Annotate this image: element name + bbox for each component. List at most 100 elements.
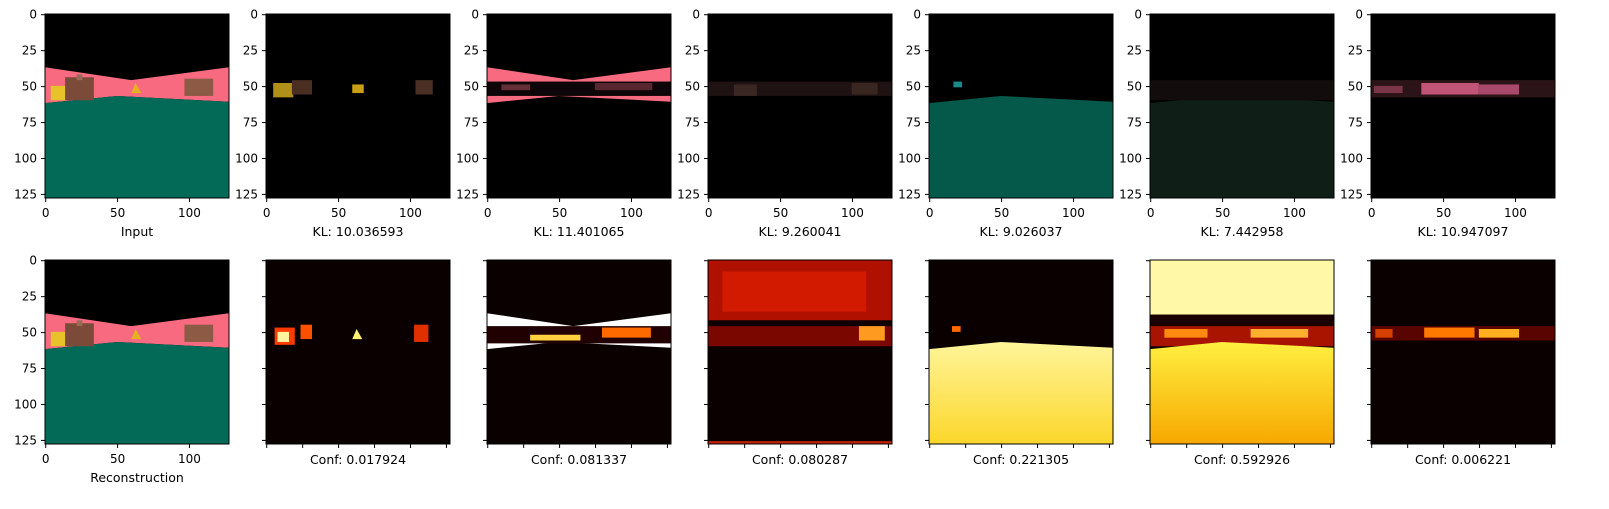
y-tick-label: 50	[464, 80, 479, 94]
panel-caption: KL: 9.260041	[759, 224, 842, 239]
y-tick-label: 0	[29, 254, 37, 268]
y-tick-label: 125	[677, 187, 700, 201]
y-tick-label: 75	[1348, 116, 1363, 130]
x-tick-label: 100	[178, 206, 201, 220]
y-tick-label: 0	[913, 8, 921, 22]
mask-dark-band	[1150, 80, 1334, 101]
y-tick-label: 25	[1348, 44, 1363, 58]
panel-caption: Conf: 0.221305	[973, 452, 1069, 467]
y-tick-label: 25	[22, 44, 37, 58]
mask-wall-detail-1	[501, 84, 531, 91]
object-yellow	[50, 331, 66, 347]
x-tick-label: 0	[263, 206, 271, 220]
x-tick-label: 50	[994, 206, 1009, 220]
y-tick-label: 50	[685, 80, 700, 94]
x-tick-label: 100	[399, 206, 422, 220]
panel-frame	[44, 259, 230, 445]
panel-caption: Input	[121, 224, 153, 239]
heat-background	[1371, 260, 1555, 444]
y-tick-label: 125	[14, 433, 37, 447]
y-tick-label: 50	[906, 80, 921, 94]
panel-r0-c6: 0 25 50 75 100 125 0 50 100 KL: 10.947097	[1340, 8, 1556, 239]
y-tick-label: 125	[14, 187, 37, 201]
heat-bottom-line	[708, 441, 892, 444]
heat-blob-1-core	[277, 331, 289, 342]
panel-image	[929, 260, 1113, 444]
panel-frame	[265, 13, 451, 199]
y-tick-label: 75	[464, 116, 479, 130]
panel-image	[266, 260, 450, 444]
y-tick-label: 50	[1348, 80, 1363, 94]
heat-floor-bright	[1150, 341, 1334, 444]
mask-brown-blob	[291, 80, 312, 95]
y-tick-label: 125	[898, 187, 921, 201]
panel-image	[266, 14, 450, 198]
y-tick-label: 100	[14, 151, 37, 165]
x-tick-label: 100	[1504, 206, 1527, 220]
panel-image	[45, 14, 229, 198]
panel-r1-c3: Conf: 0.080287	[704, 259, 893, 467]
x-tick-label: 50	[110, 452, 125, 466]
mask-background	[487, 14, 671, 198]
heat-floor-dot	[952, 326, 961, 332]
heat-band	[708, 326, 892, 347]
heat-sky-inner	[722, 271, 867, 312]
mask-background	[1371, 14, 1555, 198]
panel-r0-c2: 0 25 50 75 100 125 0 50 100 KL: 11.401065	[456, 8, 672, 239]
panel-image	[1150, 14, 1334, 198]
heat-blob-2	[300, 324, 312, 340]
y-tick-label: 25	[685, 44, 700, 58]
panel-image	[487, 260, 671, 444]
panel-r1-c1: Conf: 0.017924	[262, 259, 451, 467]
panel-caption: KL: 7.442958	[1201, 224, 1284, 239]
heat-mid-hot-2	[1250, 329, 1309, 338]
panel-r1-c4: Conf: 0.221305	[925, 259, 1114, 467]
y-tick-label: 100	[898, 151, 921, 165]
y-tick-label: 0	[29, 8, 37, 22]
y-tick-label: 50	[22, 326, 37, 340]
panel-image	[929, 14, 1113, 198]
panel-frame	[707, 259, 893, 445]
mask-faint-2	[851, 83, 878, 95]
mask-band-pink-3	[1373, 85, 1403, 94]
y-tick-label: 75	[685, 116, 700, 130]
heat-wall-flame	[602, 327, 651, 338]
panel-caption: Conf: 0.017924	[310, 452, 406, 467]
floor-region	[45, 95, 229, 198]
object-box-right	[184, 324, 214, 342]
y-tick-label: 0	[250, 8, 258, 22]
heat-blob-3	[414, 324, 429, 342]
y-tick-label: 125	[1340, 187, 1363, 201]
heat-sky-edge	[1150, 314, 1334, 327]
panel-caption: Conf: 0.006221	[1415, 452, 1511, 467]
x-tick-label: 50	[110, 206, 125, 220]
panel-caption: KL: 10.036593	[313, 224, 404, 239]
panel-r0-c3: 0 25 50 75 100 125 0 50 100 KL: 9.260041	[677, 8, 893, 239]
panel-image	[1371, 260, 1555, 444]
heat-cone	[352, 329, 363, 340]
panel-caption: Reconstruction	[90, 470, 184, 485]
y-tick-label: 125	[235, 187, 258, 201]
panel-frame	[1370, 259, 1556, 445]
x-tick-label: 50	[331, 206, 346, 220]
y-tick-label: 0	[1355, 8, 1363, 22]
heat-background	[266, 260, 450, 444]
mask-cone-blob	[352, 84, 364, 94]
panel-image	[1371, 14, 1555, 198]
panel-r0-c4: 0 25 50 75 100 125 0 50 100 KL: 9.026037	[898, 8, 1114, 239]
mask-background	[708, 14, 892, 198]
y-tick-label: 50	[1127, 80, 1142, 94]
x-tick-label: 100	[1062, 206, 1085, 220]
x-tick-label: 0	[1147, 206, 1155, 220]
mask-yellow-blob	[273, 83, 294, 98]
panel-caption: Conf: 0.081337	[531, 452, 627, 467]
heat-wall-streak	[530, 334, 581, 341]
object-box-left	[65, 323, 94, 347]
x-tick-label: 50	[1215, 206, 1230, 220]
panel-image	[708, 260, 892, 444]
panel-image	[708, 14, 892, 198]
y-tick-label: 100	[235, 151, 258, 165]
y-tick-label: 0	[1134, 8, 1142, 22]
panel-frame	[707, 13, 893, 199]
